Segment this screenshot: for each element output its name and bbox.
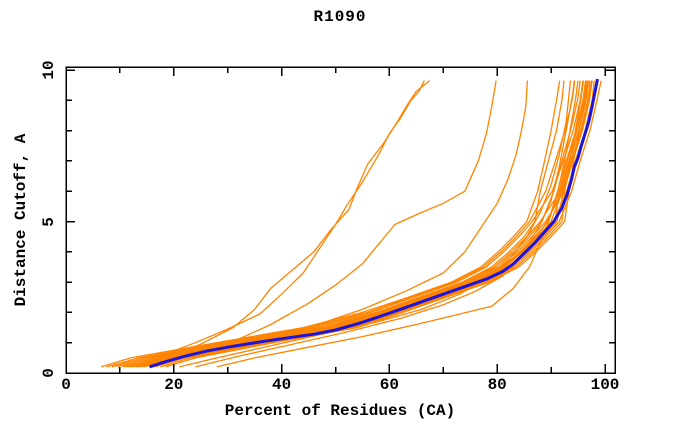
axis-layer bbox=[65, 66, 616, 374]
prediction-curve-prediction-02 bbox=[106, 80, 576, 368]
prediction-curve-prediction-01 bbox=[100, 80, 561, 368]
x-tick-label-20: 20 bbox=[164, 376, 184, 394]
prediction-curve-prediction-21 bbox=[143, 80, 431, 367]
x-tick-label-100: 100 bbox=[590, 376, 620, 394]
plot-border bbox=[65, 66, 616, 374]
prediction-curve-prediction-23 bbox=[125, 80, 529, 368]
prediction-curve-prediction-22 bbox=[130, 80, 497, 368]
prediction-curve-prediction-15 bbox=[160, 80, 585, 368]
x-tick-label-80: 80 bbox=[487, 376, 507, 394]
x-axis-title: Percent of Residues (CA) bbox=[224, 402, 456, 420]
curves-layer bbox=[100, 78, 602, 369]
x-tick-label-0: 0 bbox=[61, 376, 71, 394]
prediction-curve-prediction-04 bbox=[117, 80, 565, 368]
chart-title: R1090 bbox=[313, 8, 367, 26]
prediction-curve-prediction-18 bbox=[195, 80, 575, 368]
prediction-curve-prediction-19 bbox=[216, 80, 579, 368]
reference-curve-reference bbox=[149, 78, 599, 369]
x-tick-label-60: 60 bbox=[379, 376, 399, 394]
x-tick-label-40: 40 bbox=[271, 376, 292, 394]
